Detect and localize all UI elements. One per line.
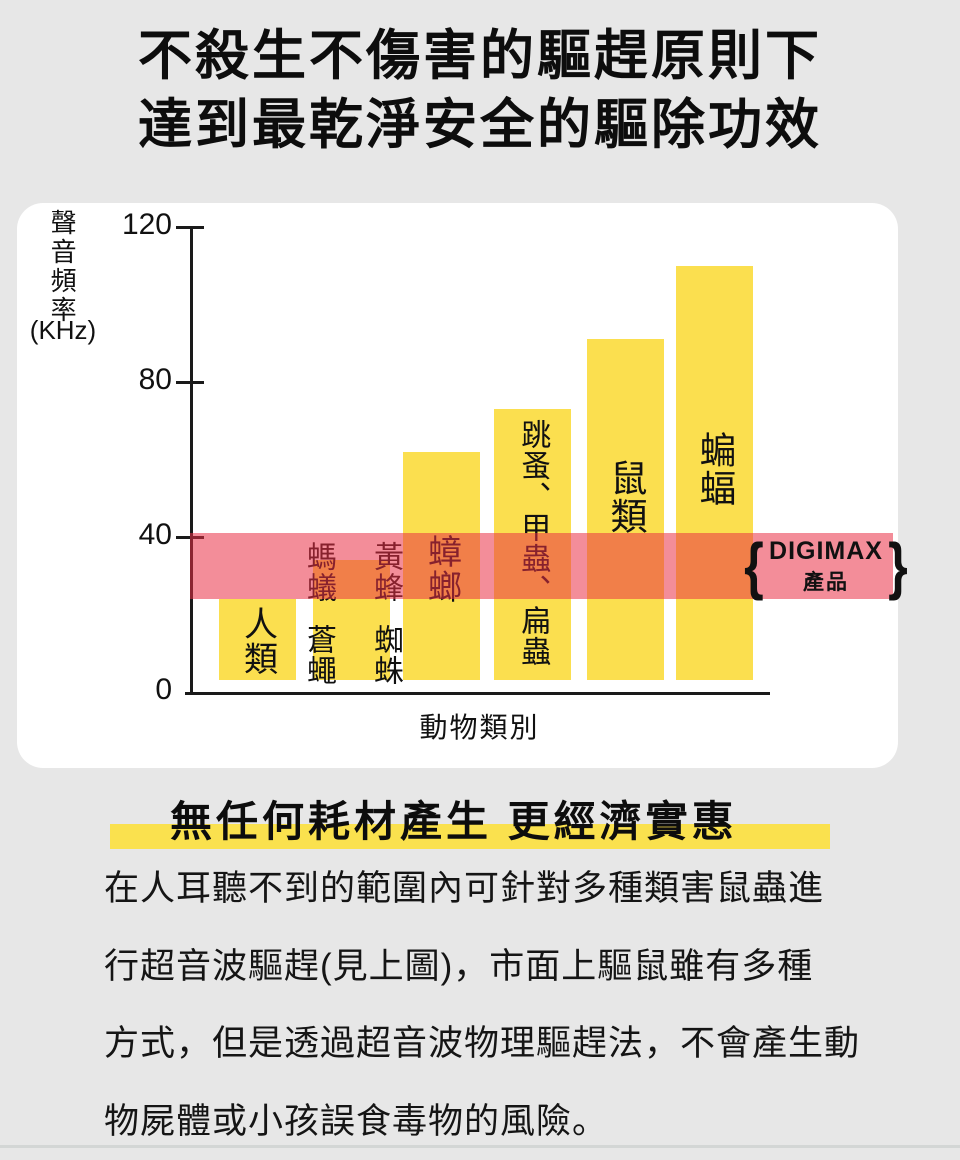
bar-label-word: 蜘蛛 — [370, 624, 400, 686]
right-brace: } — [888, 535, 908, 598]
y-tick-mark — [176, 381, 204, 384]
paragraph-line: 行超音波驅趕(見上圖)，市面上驅鼠雖有多種 — [104, 928, 860, 1006]
bar-label: 鼠類 — [587, 459, 664, 535]
bar-label: 蝙蝠 — [676, 431, 753, 507]
chart-bar: 人類 — [219, 599, 296, 680]
description-paragraph: 在人耳聽不到的範圍內可針對多種類害鼠蟲進 行超音波驅趕(見上圖)，市面上驅鼠雖有… — [104, 850, 860, 1160]
frequency-chart-card: 聲音頻率 (KHz) { DIGIMAX 產品 } 動物類別 120 80 40 0 人… — [17, 203, 898, 768]
digimax-product-text: 產品 — [803, 566, 849, 596]
y-tick-label: 0 — [77, 673, 172, 707]
y-axis-title: 聲音頻率 — [48, 209, 76, 325]
bar-label: 人類 — [219, 606, 296, 676]
digimax-label-text: DIGIMAX 產品 — [769, 537, 883, 596]
y-axis-unit: (KHz) — [17, 315, 109, 346]
paragraph-line: 物屍體或小孩誤食毒物的風險。 — [104, 1083, 860, 1160]
page-title-line1: 不殺生不傷害的驅趕原則下 — [0, 22, 960, 91]
y-axis-line — [190, 227, 193, 693]
y-tick-label: 120 — [77, 208, 172, 242]
digimax-band-label: { DIGIMAX 產品 } — [752, 534, 900, 598]
y-tick-label: 40 — [77, 518, 172, 552]
chart-bar: 蝙蝠 — [676, 266, 753, 681]
digimax-brand-text: DIGIMAX — [769, 537, 883, 566]
x-axis-title: 動物類別 — [187, 706, 772, 746]
y-tick-label: 80 — [77, 363, 172, 397]
bar-label-word: 蒼蠅 — [303, 624, 333, 686]
y-tick-mark — [176, 226, 204, 229]
page-title: 不殺生不傷害的驅趕原則下 達到最乾淨安全的驅除功效 — [0, 22, 960, 160]
chart-bar: 鼠類 — [587, 339, 664, 680]
paragraph-line: 方式，但是透過超音波物理驅趕法，不會產生動 — [104, 1005, 860, 1083]
page-title-line2: 達到最乾淨安全的驅除功效 — [0, 91, 960, 160]
left-brace: { — [744, 535, 764, 598]
paragraph-line: 在人耳聽不到的範圍內可針對多種類害鼠蟲進 — [104, 850, 860, 928]
subtitle-text: 無任何耗材產生 更經濟實惠 — [170, 788, 738, 849]
x-axis-line — [185, 692, 770, 695]
